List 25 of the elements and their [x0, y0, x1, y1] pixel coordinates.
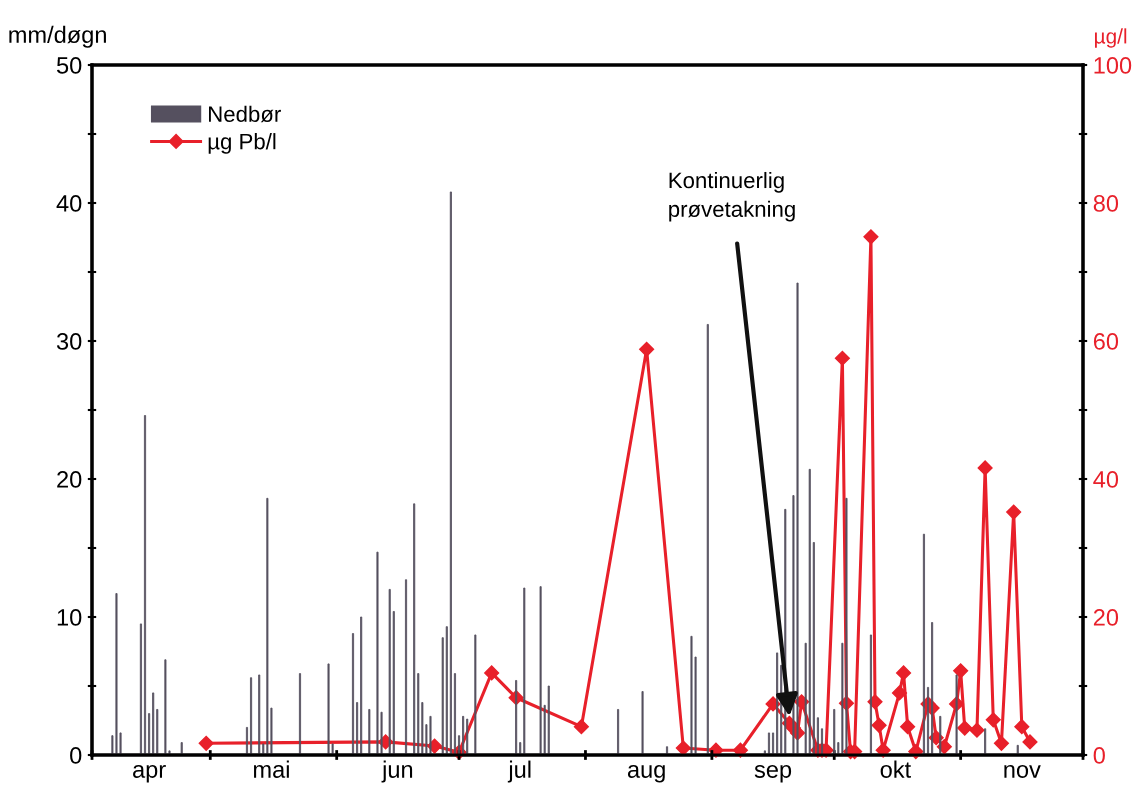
x-tick-label: okt [880, 760, 911, 778]
y-tick-label: 30 [56, 333, 82, 350]
x-tick-label: mai [253, 760, 289, 778]
y-tick-label: 40 [56, 195, 82, 212]
y2-tick-label: 0 [1093, 747, 1105, 764]
y-tick-label: 10 [57, 609, 82, 626]
y2-tick-label: 60 [1093, 333, 1119, 350]
y2-tick-label: 80 [1093, 195, 1119, 212]
x-tick-label: jul [507, 760, 531, 783]
x-tick-label: jun [381, 760, 413, 783]
x-tick-label: apr [133, 764, 166, 783]
annotation: Kontinuerlig prøvetakning [669, 171, 795, 222]
y-tick-label: 50 [56, 57, 82, 74]
legend-label: µg Pb/l [208, 133, 276, 154]
x-tick-label: nov [1004, 764, 1041, 778]
y-axis-title: mm/døgn [9, 25, 106, 48]
x-tick-label: sep [754, 764, 792, 783]
y2-tick-label: 100 [1094, 57, 1132, 74]
y-tick-label: 0 [70, 747, 82, 764]
x-tick-label: aug [627, 764, 665, 783]
y2-axis-title: µg/l [1095, 28, 1127, 48]
y-tick-label: 20 [57, 471, 82, 488]
legend-label: Nedbør [209, 105, 281, 123]
y2-tick-label: 40 [1093, 471, 1119, 488]
y2-tick-label: 20 [1093, 609, 1119, 626]
